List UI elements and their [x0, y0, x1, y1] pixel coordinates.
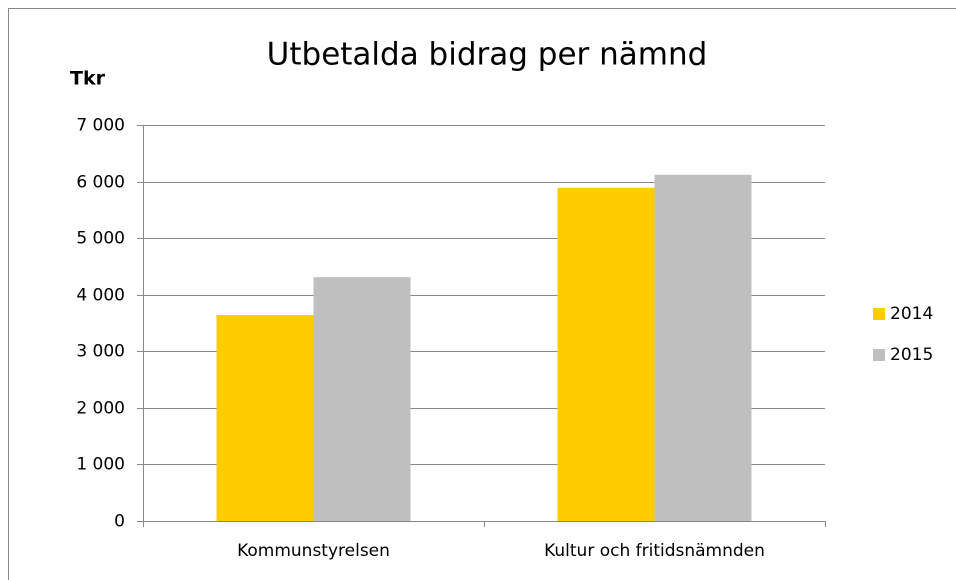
bar — [216, 315, 314, 521]
y-tick-label: 6 000 — [76, 173, 125, 193]
y-tick-label: 4 000 — [76, 286, 125, 306]
y-tick-label: 5 000 — [76, 229, 125, 249]
chart-title: Utbetalda bidrag per nämnd — [267, 37, 708, 73]
x-tick-label: Kommunstyrelsen — [237, 541, 390, 561]
y-tick-label: 2 000 — [76, 399, 125, 419]
y-tick-label: 3 000 — [76, 342, 125, 362]
legend-swatch — [873, 349, 885, 361]
legend-swatch — [873, 308, 885, 320]
y-tick-label: 7 000 — [76, 116, 125, 136]
legend-label: 2014 — [890, 304, 933, 324]
bar — [557, 187, 655, 521]
y-tick-label: 1 000 — [76, 455, 125, 475]
y-tick-label: 0 — [114, 512, 125, 532]
y-axis-label: Tkr — [70, 68, 106, 90]
x-tick-label: Kultur och fritidsnämnden — [544, 541, 765, 561]
bar — [654, 174, 752, 522]
bar — [313, 277, 411, 521]
chart-frame — [8, 8, 956, 580]
legend-label: 2015 — [890, 345, 933, 365]
